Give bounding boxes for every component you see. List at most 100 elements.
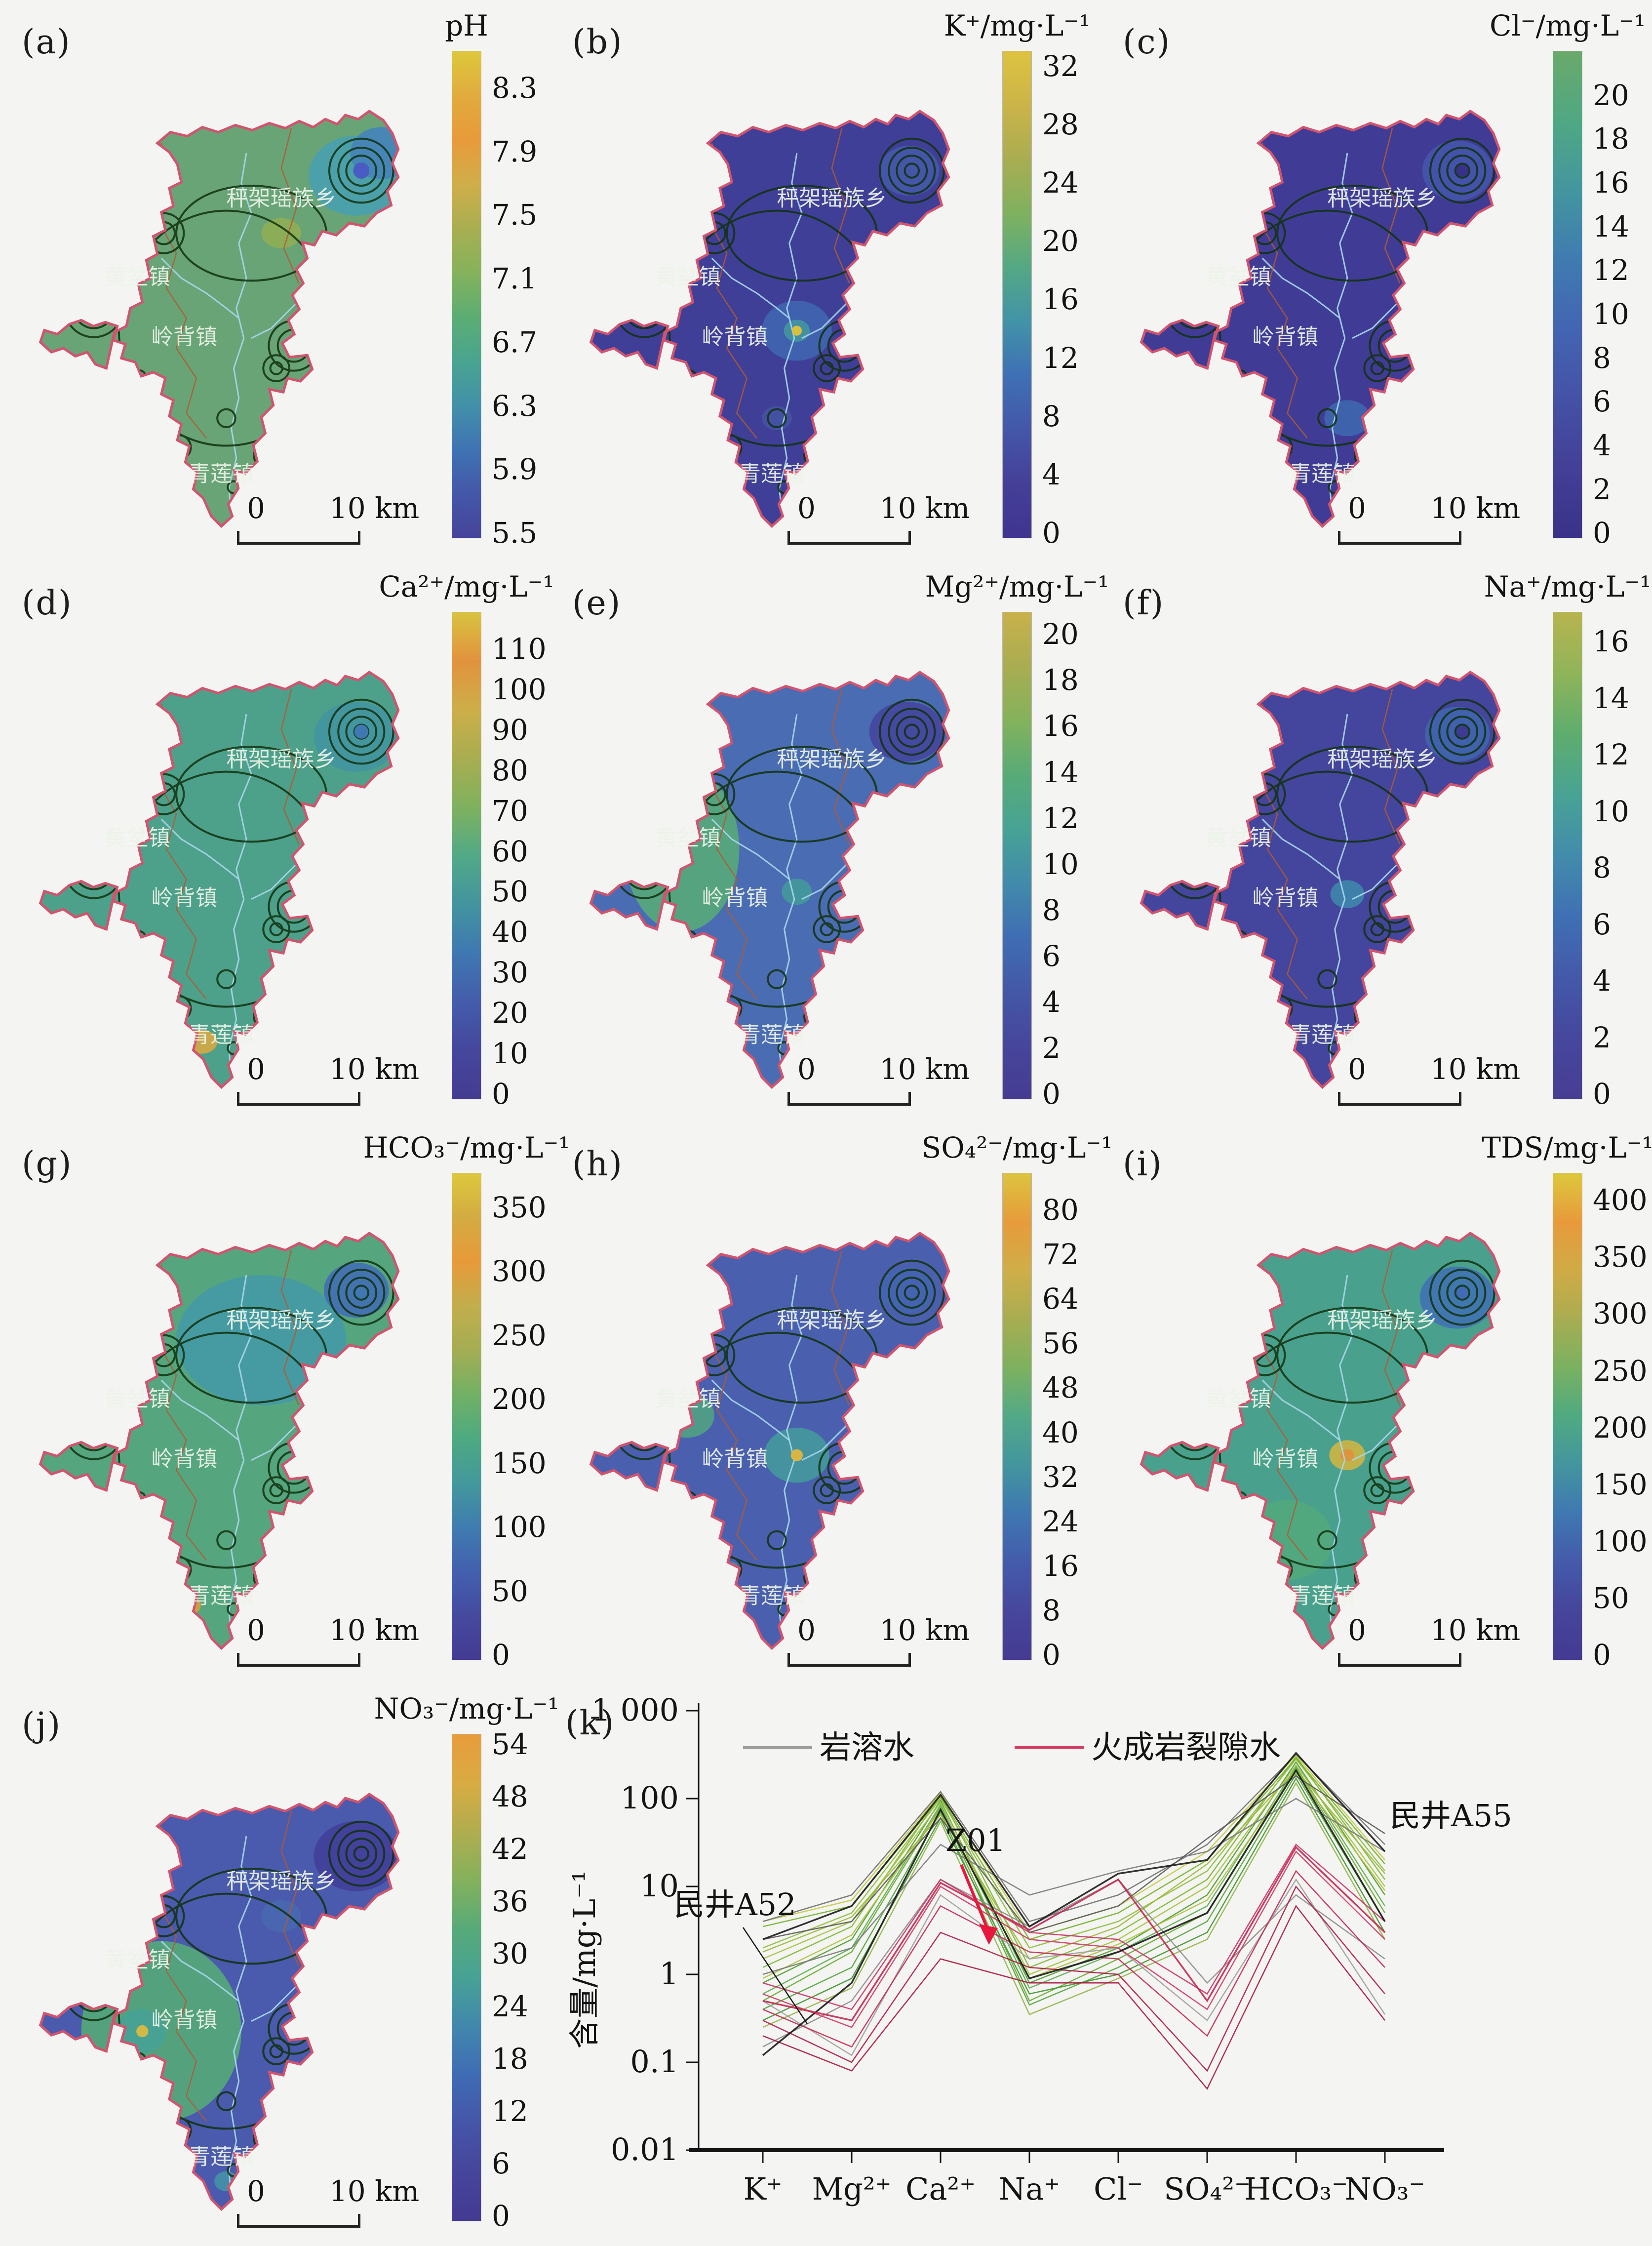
chart-panel-k: (k) 1 000 100 10 1 0.1 0.01 K⁺ Mg²⁺ Ca²⁺ Na⁺ Cl⁻ SO… [551,1683,1652,2244]
town-label: 黄坌镇 [104,1386,170,1411]
y-axis-title: 含量/mg·L⁻¹ [566,1870,602,2049]
colorbar-tick: 18 [1042,663,1079,697]
town-label: 岭背镇 [702,1446,768,1472]
county-boundary [1140,1232,1501,1650]
colorbar-tick: 14 [1042,755,1079,789]
legend-label: 岩溶水 [820,1729,914,1766]
scale-bracket [237,530,360,545]
colorbar-tick: 70 [492,794,528,828]
town-label: 岭背镇 [151,324,217,350]
colorbar-tick: 2 [1042,1031,1061,1065]
scale-bar: 0 10 km [1318,491,1526,545]
scale-bar: 0 10 km [768,1613,975,1667]
town-label: 秤架瑶族乡 [777,746,887,772]
map-panel-e: (e) 秤架瑶族乡 黄坌镇 岭背镇 青莲镇 Mg²⁺/mg·L⁻¹ 20 18 16 14 1… [551,561,1109,1122]
town-label: 黄坌镇 [655,1386,721,1411]
colorbar-tick: 80 [1042,1193,1079,1227]
colorbar-tick: 400 [1593,1183,1648,1217]
town-label: 岭背镇 [151,2007,217,2033]
town-label: 岭背镇 [151,1446,217,1472]
colorbar-tick: 10 [492,1037,528,1071]
town-label: 岭背镇 [1252,324,1318,350]
colorbar-tick: 6 [492,2146,510,2180]
colorbar-tick: 2 [1593,1020,1611,1054]
scale-bar: 0 10 km [1318,1052,1526,1106]
series-line-igneous [762,1844,1385,2010]
town-label: 黄坌镇 [655,264,721,289]
series-line-named-black [762,1752,1386,1940]
colorbar-title: HCO₃⁻/mg·L⁻¹ [363,1131,570,1164]
county-boundary [1140,110,1501,528]
colorbar-tick: 18 [492,2042,528,2076]
town-label: 青莲镇 [739,1583,805,1608]
colorbar-tick: 2 [1593,472,1611,506]
colorbar-tick: 250 [1593,1354,1648,1388]
scale-bar: 0 10 km [217,1613,425,1667]
colorbar-tick: 7.9 [492,134,538,168]
series-line-named-black [762,1768,1386,2056]
town-label: 岭背镇 [1252,1446,1318,1472]
schoeller-diagram: 1 000 100 10 1 0.1 0.01 K⁺ Mg²⁺ Ca²⁺ Na⁺ Cl⁻ SO₄²⁻H… [566,1692,1512,2207]
colorbar-tick: 5.9 [492,452,538,486]
colorbar-title: SO₄²⁻/mg·L⁻¹ [921,1131,1113,1164]
colorbar-tick: 20 [1042,224,1079,258]
series-line-karst-gray [762,1878,1386,2056]
annotation-a52: 民井A52 [674,1886,796,1923]
scale-zero: 0 [797,1052,816,1086]
scale-bracket [1338,1652,1461,1667]
map-panel-g: (g) 秤架瑶族乡 黄坌镇 岭背镇 青莲镇 HCO₃⁻/mg·L⁻¹ 350 300 25… [0,1122,570,1683]
legend-label: 火成岩裂隙水 [1091,1729,1281,1766]
colorbar-tick: 4 [1593,428,1611,462]
panel-letter: (j) [22,1706,62,1745]
colorbar-tick: 0 [1593,1638,1611,1672]
colorbar-tick: 200 [1593,1410,1648,1444]
colorbar-tick: 7.1 [492,262,538,296]
scale-bracket [1338,530,1461,545]
colorbar-tick: 16 [1042,709,1079,743]
scale-distance: 10 km [329,2174,420,2208]
colorbar-tick: 350 [492,1190,547,1224]
colorbar-tick: 32 [1042,49,1079,83]
colorbar [452,51,481,538]
town-label: 青莲镇 [739,461,805,486]
colorbar-tick: 24 [1042,1504,1079,1538]
colorbar-tick: 14 [1593,209,1629,243]
town-label: 秤架瑶族乡 [226,1307,336,1333]
colorbar-tick: 12 [1042,341,1079,375]
y-axis-tick-label: 100 [621,1780,679,1816]
colorbar-tick: 48 [492,1779,528,1813]
series-line-karst-gray [762,1775,1385,1940]
x-axis-tick-label: SO₄²⁻ [1164,2171,1251,2207]
town-label: 岭背镇 [1252,885,1318,911]
colorbar [1553,612,1582,1099]
colorbar-tick: 4 [1042,985,1061,1019]
scale-distance: 10 km [1430,491,1521,525]
panel-letter: (k) [565,1704,615,1743]
colorbar-tick: 8.3 [492,71,538,105]
x-axis-tick-label: K⁺ [743,2171,782,2207]
colorbar-tick: 10 [1593,794,1629,828]
colorbar-tick: 18 [1593,122,1629,156]
colorbar-tick: 12 [492,2094,528,2128]
town-label: 黄坌镇 [1205,264,1271,289]
scale-distance: 10 km [879,1613,970,1647]
town-label: 秤架瑶族乡 [777,1307,887,1333]
scale-distance: 10 km [1430,1613,1521,1647]
scale-zero: 0 [1348,491,1366,525]
series-line-karst [762,1765,1386,1995]
x-axis-tick-label: Cl⁻ [1094,2171,1143,2207]
colorbar-tick: 110 [492,632,547,666]
colorbar-tick: 0 [492,1077,510,1111]
map-panel-b: (b) 秤架瑶族乡 黄坌镇 岭背镇 青莲镇 K⁺/mg·L⁻¹ 32 28 24 20 16 1… [551,0,1101,561]
annotation-z01: Z01 [945,1822,1006,1858]
annotation-z01-arrowhead [979,1924,998,1945]
scale-zero: 0 [1348,1052,1366,1086]
series-line-karst-gray [762,1879,1385,2047]
town-label: 岭背镇 [702,324,768,350]
colorbar-tick: 90 [492,713,528,747]
map-panel-d: (d) 秤架瑶族乡 黄坌镇 岭背镇 青莲镇 Ca²⁺/mg·L⁻¹ 110 100 90 8… [0,561,554,1122]
colorbar-tick: 80 [492,753,528,787]
